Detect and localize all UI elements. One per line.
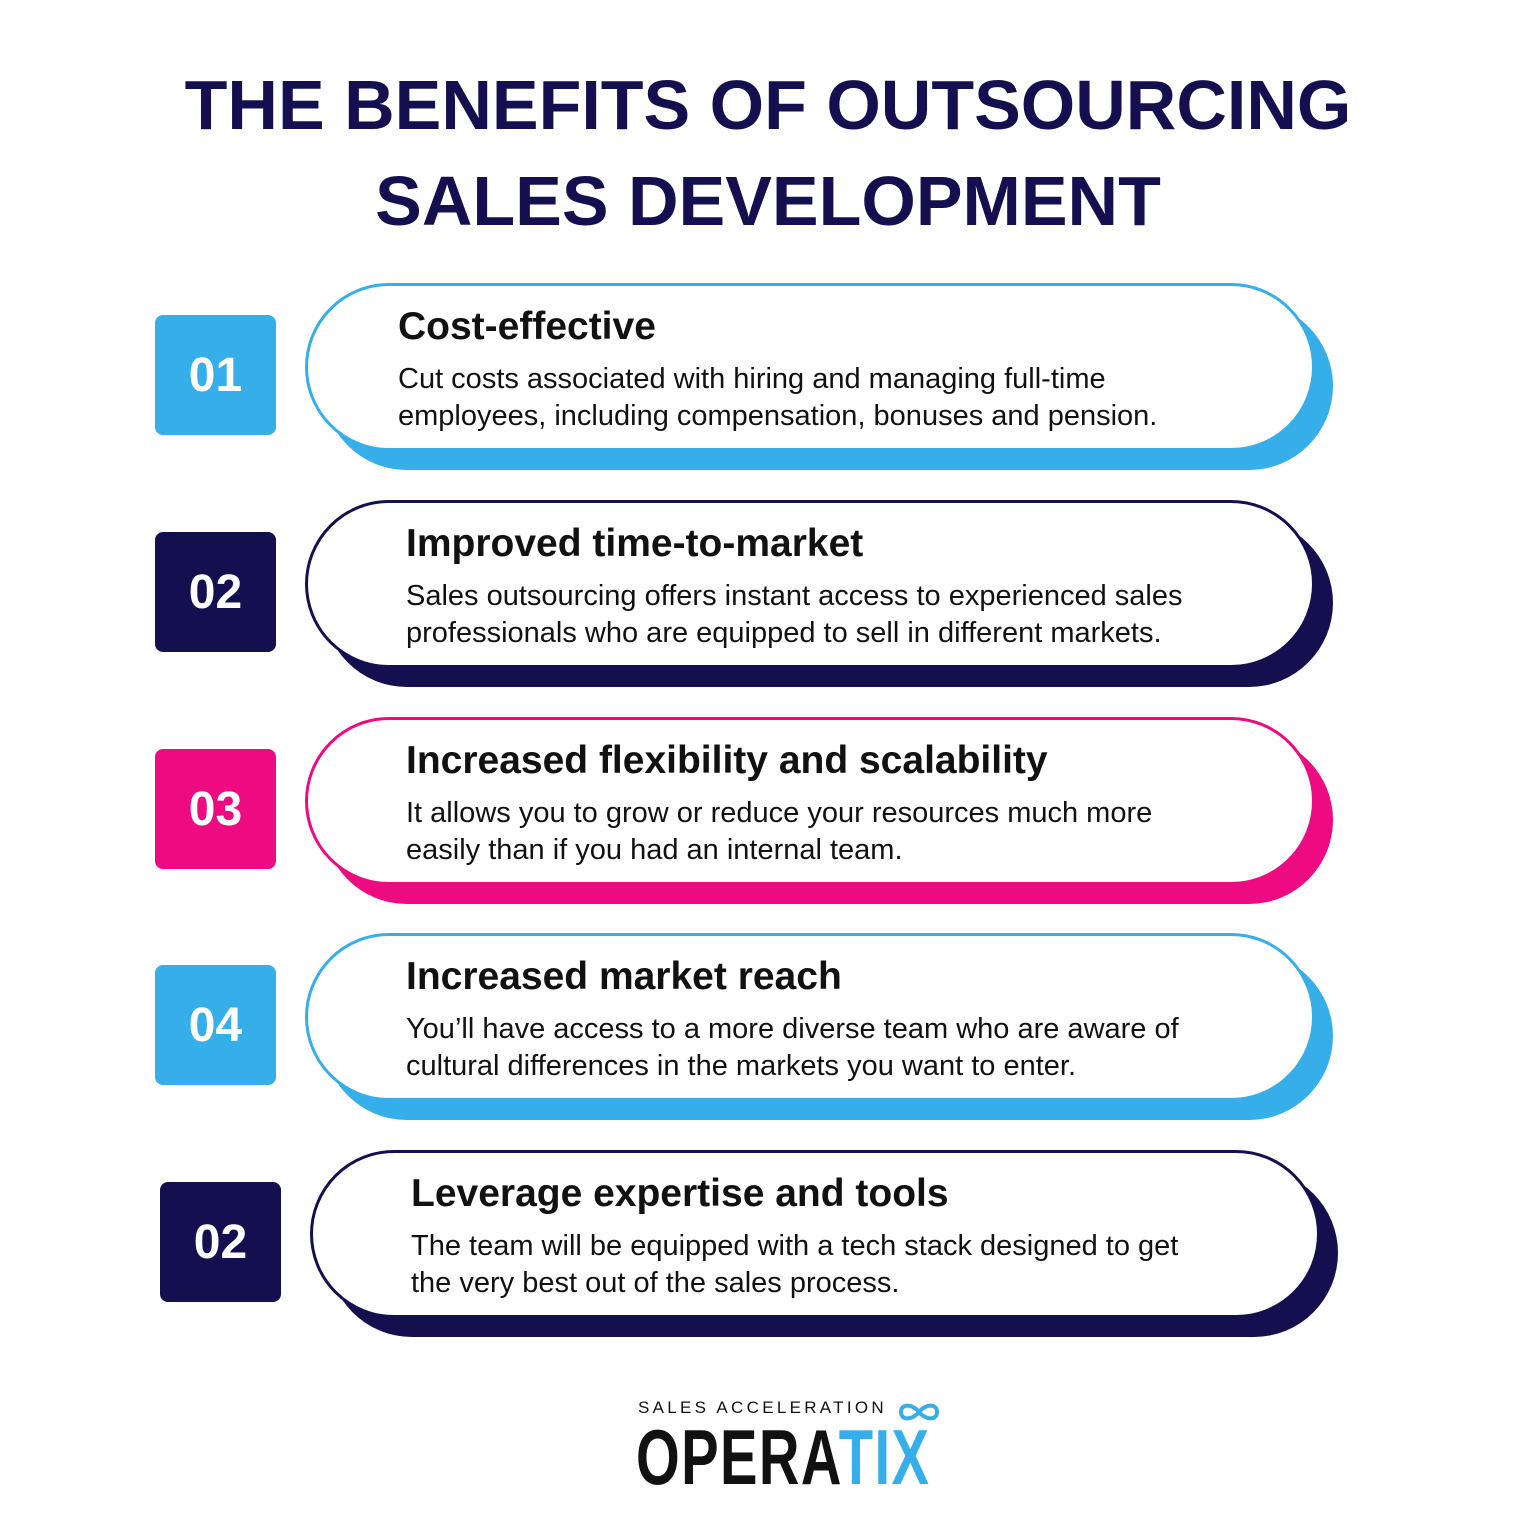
card-text: professionals who are equipped to sell i…: [406, 617, 1162, 649]
card-text: You’ll have access to a more diverse tea…: [406, 1013, 1179, 1045]
card-text: cultural differences in the markets you …: [406, 1050, 1077, 1082]
card-text: It allows you to grow or reduce your res…: [406, 797, 1153, 829]
number-badge: 02: [160, 1182, 281, 1302]
card: [305, 933, 1315, 1101]
logo-brand-light: TIX: [838, 1413, 931, 1501]
card: [305, 500, 1315, 668]
title-line: SALES DEVELOPMENT: [375, 162, 1161, 240]
card-heading: Increased flexibility and scalability: [406, 739, 1048, 782]
card-heading: Cost-effective: [398, 305, 656, 348]
title-line: THE BENEFITS OF OUTSOURCING: [184, 66, 1352, 144]
card-text: the very best out of the sales process.: [411, 1267, 900, 1299]
card-heading: Increased market reach: [406, 955, 842, 998]
number-badge: 04: [155, 965, 276, 1085]
card-text: easily than if you had an internal team.: [406, 834, 903, 866]
logo-brand: OPERATIX: [636, 1418, 930, 1496]
logo-brand-dark: OPERA: [636, 1413, 839, 1501]
card: [310, 1150, 1320, 1318]
logo-infinity: [898, 1403, 940, 1421]
card-text: Sales outsourcing offers instant access …: [406, 580, 1183, 612]
card-heading: Leverage expertise and tools: [411, 1172, 949, 1215]
card-text: employees, including compensation, bonus…: [398, 400, 1158, 432]
card-text: Cut costs associated with hiring and man…: [398, 363, 1106, 395]
logo-tagline: SALES ACCELERATION: [638, 1398, 887, 1417]
card-text: The team will be equipped with a tech st…: [411, 1230, 1179, 1262]
number-badge: 03: [155, 749, 276, 869]
card: [305, 283, 1315, 451]
card: [305, 717, 1315, 885]
card-heading: Improved time-to-market: [406, 522, 864, 565]
number-badge: 02: [155, 532, 276, 652]
number-badge: 01: [155, 315, 276, 435]
